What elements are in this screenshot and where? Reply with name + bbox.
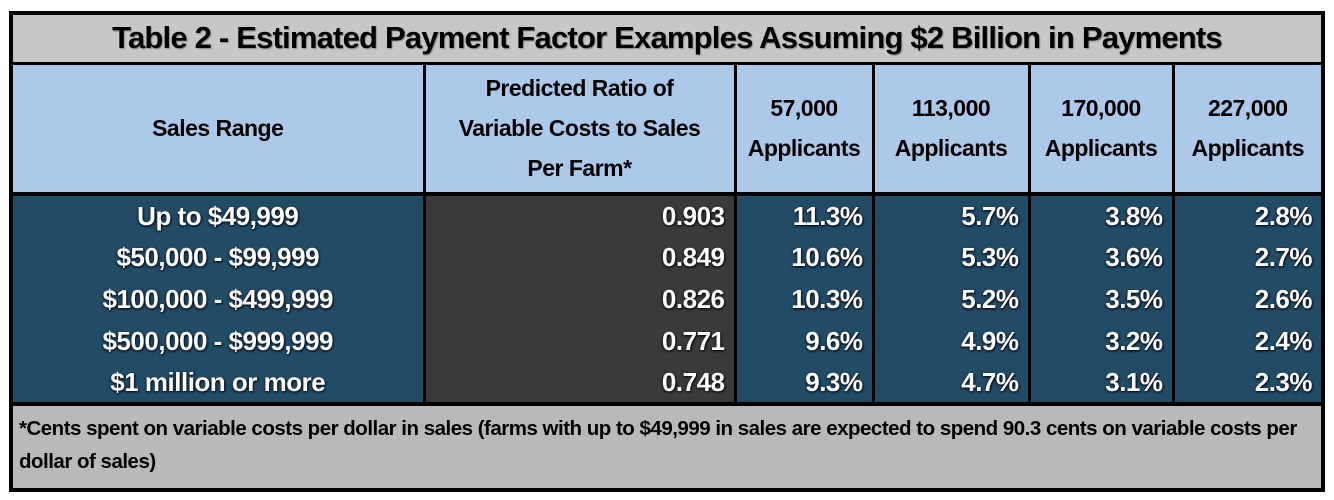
header-113000-applicants: 113,000 Applicants <box>871 63 1029 196</box>
pct-113000-cell: 5.2% <box>871 278 1029 320</box>
payment-factor-table-container: Table 2 - Estimated Payment Factor Examp… <box>9 11 1326 492</box>
header-57000-applicants-label: 57,000 Applicants <box>747 95 861 162</box>
table-row: $100,000 - $499,999 0.826 10.3% 5.2% 3.5… <box>11 278 1324 320</box>
pct-57000-cell: 10.6% <box>733 236 873 278</box>
pct-113000-cell: 4.9% <box>871 320 1029 362</box>
pct-170000-cell: 3.1% <box>1027 362 1173 404</box>
pct-227000-cell: 2.6% <box>1171 278 1324 320</box>
pct-113000-cell: 4.7% <box>871 362 1029 404</box>
header-sales-range-label: Sales Range <box>152 115 284 142</box>
pct-170000-cell: 3.6% <box>1027 236 1173 278</box>
ratio-cell: 0.903 <box>422 194 735 236</box>
table-row: $500,000 - $999,999 0.771 9.6% 4.9% 3.2%… <box>11 320 1324 362</box>
sales-range-cell: $100,000 - $499,999 <box>11 278 424 320</box>
pct-170000-cell: 3.5% <box>1027 278 1173 320</box>
pct-113000-cell: 5.3% <box>871 236 1029 278</box>
header-predicted-ratio: Predicted Ratio of Variable Costs to Sal… <box>422 63 735 196</box>
header-sales-range: Sales Range <box>11 63 424 196</box>
pct-113000-cell: 5.7% <box>871 194 1029 236</box>
pct-57000-cell: 11.3% <box>733 194 873 236</box>
header-113000-applicants-label: 113,000 Applicants <box>894 95 1008 162</box>
pct-57000-cell: 9.3% <box>733 362 873 404</box>
header-227000-applicants-label: 227,000 Applicants <box>1191 95 1305 162</box>
pct-57000-cell: 10.3% <box>733 278 873 320</box>
table-row: $1 million or more 0.748 9.3% 4.7% 3.1% … <box>11 362 1324 404</box>
ratio-cell: 0.849 <box>422 236 735 278</box>
sales-range-cell: $50,000 - $99,999 <box>11 236 424 278</box>
pct-227000-cell: 2.4% <box>1171 320 1324 362</box>
sales-range-cell: $1 million or more <box>11 362 424 404</box>
pct-170000-cell: 3.2% <box>1027 320 1173 362</box>
header-227000-applicants: 227,000 Applicants <box>1171 63 1324 196</box>
table-row: Up to $49,999 0.903 11.3% 5.7% 3.8% 2.8% <box>11 194 1324 236</box>
pct-227000-cell: 2.3% <box>1171 362 1324 404</box>
pct-170000-cell: 3.8% <box>1027 194 1173 236</box>
pct-57000-cell: 9.6% <box>733 320 873 362</box>
payment-factor-table: Table 2 - Estimated Payment Factor Examp… <box>9 11 1326 492</box>
sales-range-cell: Up to $49,999 <box>11 194 424 236</box>
header-57000-applicants: 57,000 Applicants <box>733 63 873 196</box>
table-header-row: Sales Range Predicted Ratio of Variable … <box>11 63 1324 196</box>
header-170000-applicants-label: 170,000 Applicants <box>1044 95 1158 162</box>
header-predicted-ratio-label: Predicted Ratio of Variable Costs to Sal… <box>458 74 701 182</box>
ratio-cell: 0.826 <box>422 278 735 320</box>
table-row: $50,000 - $99,999 0.849 10.6% 5.3% 3.6% … <box>11 236 1324 278</box>
ratio-cell: 0.771 <box>422 320 735 362</box>
header-170000-applicants: 170,000 Applicants <box>1027 63 1173 196</box>
table-footnote-row: *Cents spent on variable costs per dolla… <box>11 402 1324 490</box>
table-footnote: *Cents spent on variable costs per dolla… <box>11 402 1324 490</box>
table-title-row: Table 2 - Estimated Payment Factor Examp… <box>11 13 1324 65</box>
ratio-cell: 0.748 <box>422 362 735 404</box>
table-title: Table 2 - Estimated Payment Factor Examp… <box>11 13 1324 65</box>
pct-227000-cell: 2.7% <box>1171 236 1324 278</box>
pct-227000-cell: 2.8% <box>1171 194 1324 236</box>
sales-range-cell: $500,000 - $999,999 <box>11 320 424 362</box>
